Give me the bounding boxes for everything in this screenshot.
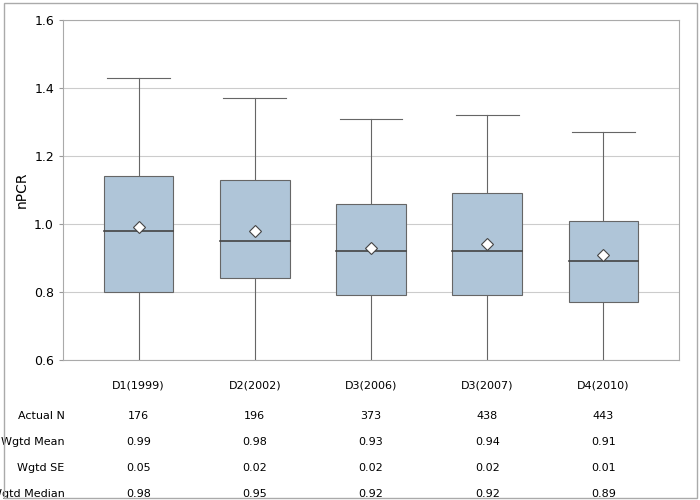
Bar <box>336 204 406 296</box>
Text: 0.05: 0.05 <box>126 464 151 473</box>
Text: 0.02: 0.02 <box>358 464 384 473</box>
Text: 443: 443 <box>593 411 614 421</box>
Text: 0.02: 0.02 <box>242 464 267 473</box>
Bar <box>568 220 638 302</box>
Text: 0.01: 0.01 <box>591 464 616 473</box>
Text: Wgtd Median: Wgtd Median <box>0 490 64 500</box>
Text: D1(1999): D1(1999) <box>112 380 165 390</box>
Bar <box>104 176 174 292</box>
Text: Wgtd SE: Wgtd SE <box>18 464 64 473</box>
Text: D3(2007): D3(2007) <box>461 380 514 390</box>
Text: 0.99: 0.99 <box>126 437 151 447</box>
Text: Wgtd Mean: Wgtd Mean <box>1 437 64 447</box>
Text: D4(2010): D4(2010) <box>578 380 630 390</box>
Text: D2(2002): D2(2002) <box>228 380 281 390</box>
Text: 0.92: 0.92 <box>358 490 384 500</box>
Text: 0.92: 0.92 <box>475 490 500 500</box>
Text: 373: 373 <box>360 411 382 421</box>
Text: 0.94: 0.94 <box>475 437 500 447</box>
Bar <box>220 180 290 278</box>
Bar <box>452 194 522 296</box>
Y-axis label: nPCR: nPCR <box>15 172 29 208</box>
Text: 0.91: 0.91 <box>591 437 616 447</box>
Text: 0.02: 0.02 <box>475 464 500 473</box>
Text: 0.98: 0.98 <box>126 490 151 500</box>
Text: 0.95: 0.95 <box>242 490 267 500</box>
Text: 176: 176 <box>128 411 149 421</box>
Text: 0.89: 0.89 <box>591 490 616 500</box>
Text: D3(2006): D3(2006) <box>345 380 397 390</box>
Text: Actual N: Actual N <box>18 411 64 421</box>
Text: 0.98: 0.98 <box>242 437 267 447</box>
Text: 196: 196 <box>244 411 265 421</box>
Text: 0.93: 0.93 <box>358 437 384 447</box>
Text: 438: 438 <box>477 411 498 421</box>
